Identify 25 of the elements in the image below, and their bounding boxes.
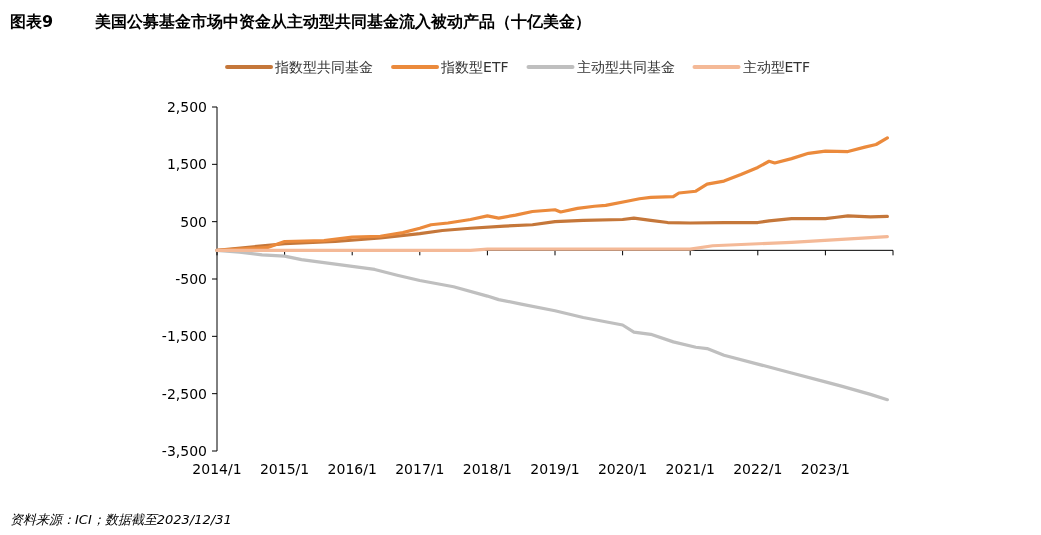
y-tick-label: -3,500 (161, 443, 207, 459)
y-tick-label: 500 (180, 213, 207, 230)
x-tick-label: 2021/1 (665, 461, 715, 477)
text: 资料来源：ICI；数据截至2023/12/31 (10, 512, 232, 527)
legend-label: 主动型共同基金 (576, 59, 675, 75)
legend-label: 主动型ETF (742, 59, 810, 75)
x-tick-label: 2016/1 (327, 461, 377, 477)
legend-label: 指数型ETF (440, 59, 509, 75)
x-tick-label: 2023/1 (800, 461, 851, 477)
y-tick-label: -1,500 (161, 328, 207, 345)
x-tick-label: 2019/1 (530, 461, 580, 477)
x-tick-label: 2014/1 (192, 461, 242, 477)
line-series (215, 234, 889, 252)
x-tick-label: 2017/1 (395, 461, 445, 477)
y-tick-label: 2,500 (166, 99, 207, 115)
x-tick-label: 2015/1 (259, 461, 310, 477)
legend-label: 指数型共同基金 (274, 59, 374, 75)
y-tick-label: -500 (175, 271, 207, 287)
chart-subtitle: 美国公募基金市场中资金从主动型共同基金流入被动产品（十亿美金） (94, 12, 591, 31)
y-tick-label: -2,500 (161, 385, 207, 402)
x-tick-label: 2022/1 (733, 461, 783, 477)
text: 图表9 (10, 12, 54, 31)
x-tick-label: 2020/1 (597, 461, 648, 477)
y-tick-label: 1,500 (166, 156, 207, 173)
x-tick-label: 2018/1 (462, 461, 513, 477)
